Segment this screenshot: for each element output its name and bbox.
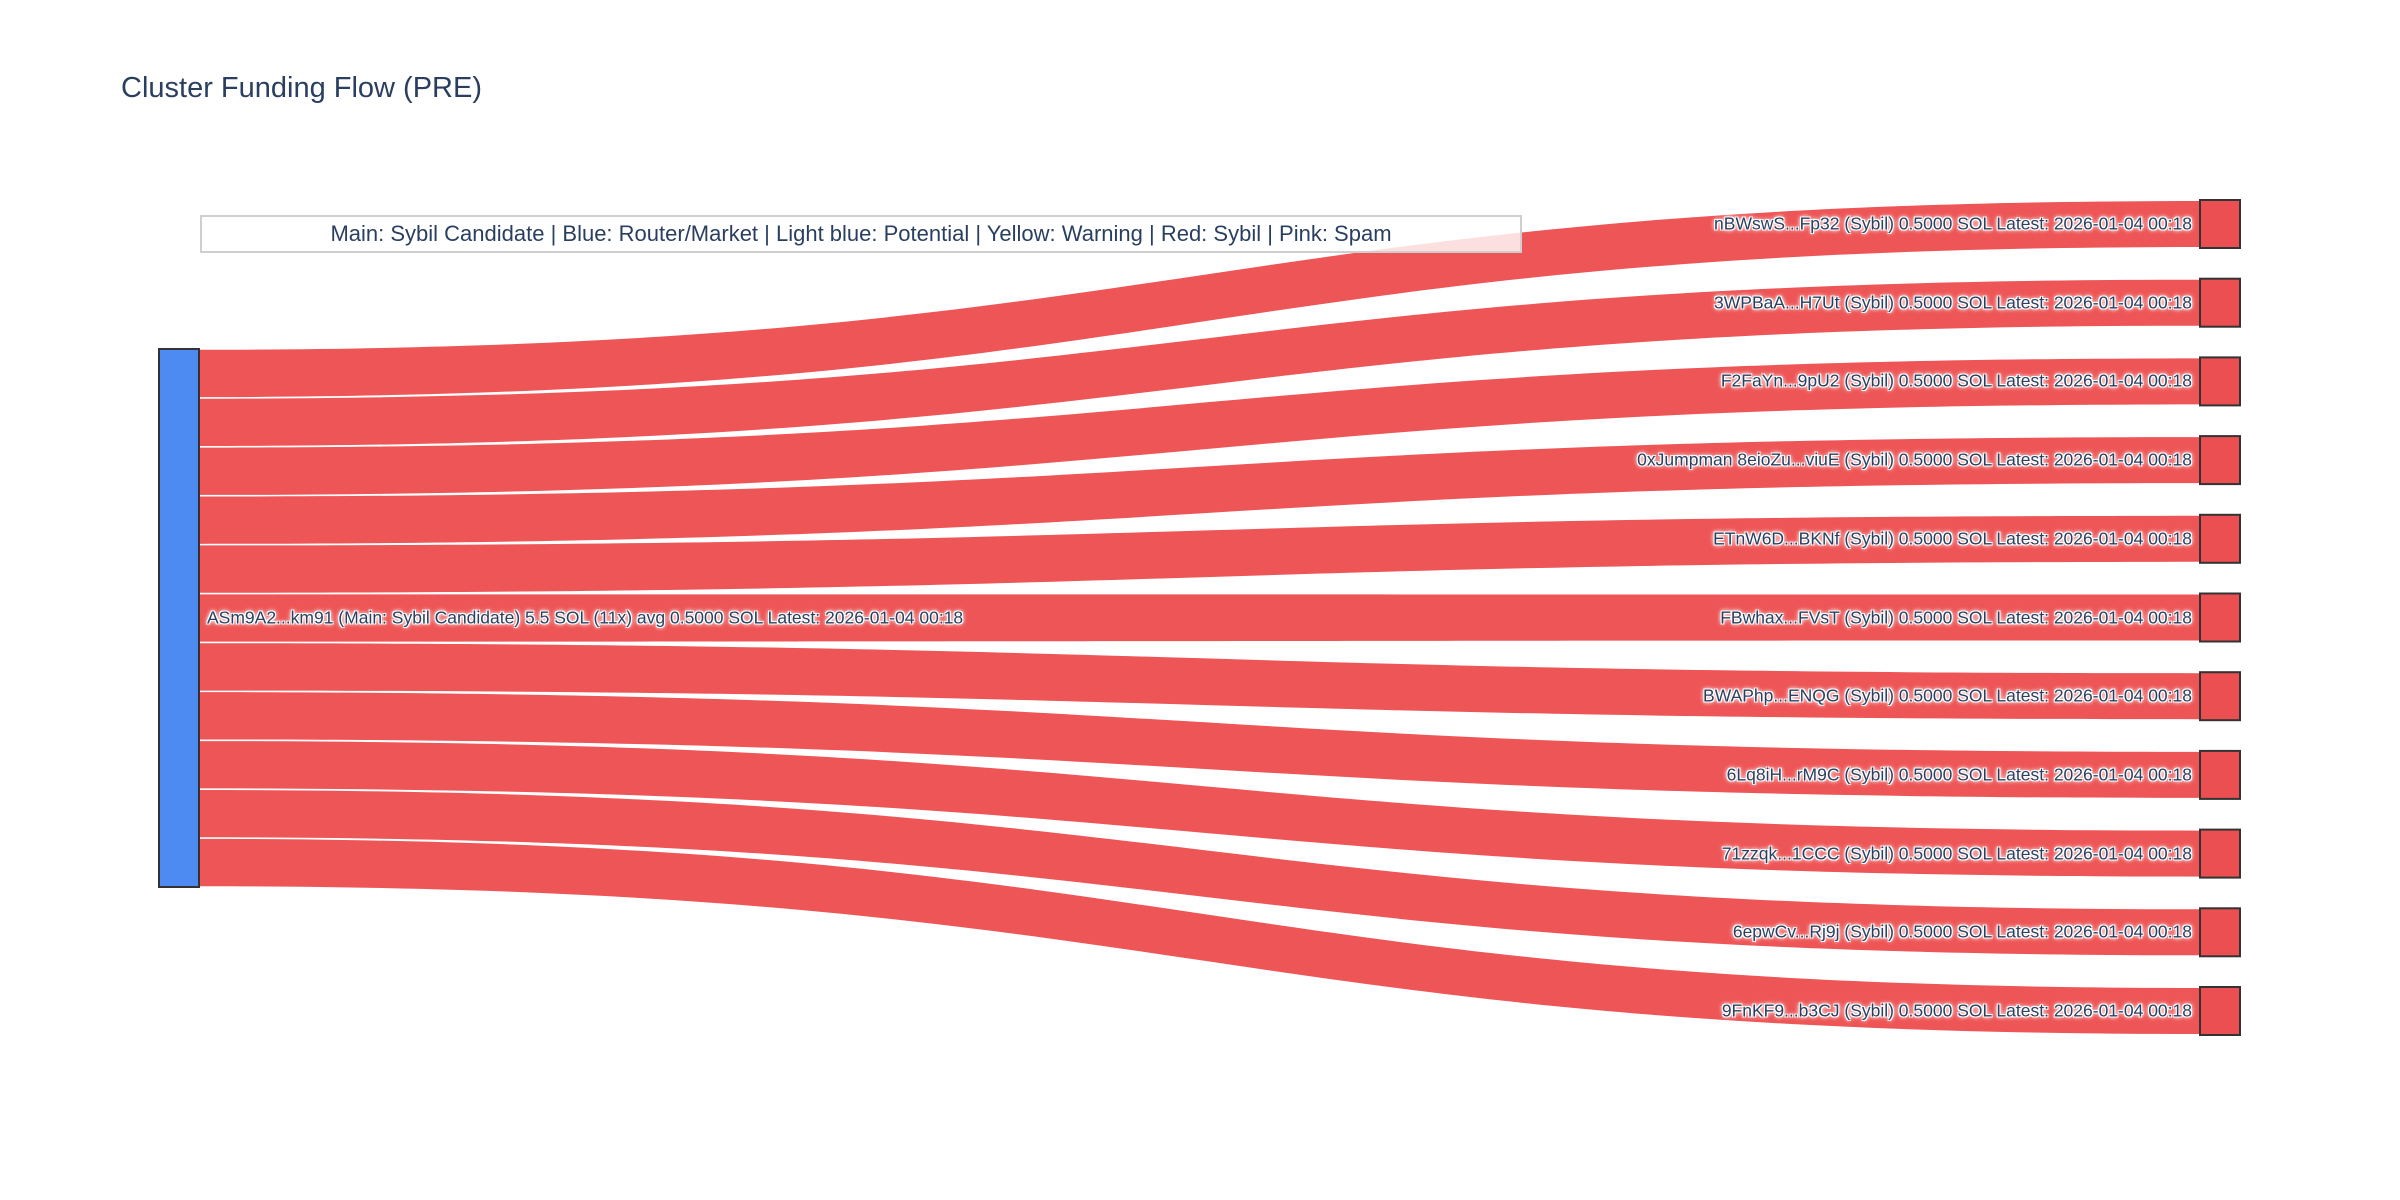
target-node-label-1: 3WPBaA...H7Ut (Sybil) 0.5000 SOL Latest:…	[1714, 292, 2192, 313]
sankey-link[interactable]	[199, 515, 2200, 593]
sankey-link[interactable]	[199, 741, 2200, 877]
sankey-node-target[interactable]	[2199, 986, 2241, 1036]
sankey-node-target[interactable]	[2199, 435, 2241, 486]
target-node-label-6: BWAPhp...ENQG (Sybil) 0.5000 SOL Latest:…	[1703, 685, 2192, 706]
sankey-link[interactable]	[199, 201, 2200, 398]
target-node-label-8: 71zzqk...1CCC (Sybil) 0.5000 SOL Latest:…	[1721, 843, 2192, 864]
target-node-label-4: ETnW6D...BKNf (Sybil) 0.5000 SOL Latest:…	[1713, 528, 2192, 549]
sankey-node-target[interactable]	[2199, 749, 2241, 800]
sankey-node-target[interactable]	[2199, 356, 2241, 407]
target-node-label-10: 9FnKF9...b3CJ (Sybil) 0.5000 SOL Latest:…	[1721, 1000, 2192, 1021]
sankey-link[interactable]	[199, 279, 2200, 447]
target-node-label-3: 0xJumpman 8eioZu...viuE (Sybil) 0.5000 S…	[1637, 449, 2192, 470]
sankey-link[interactable]	[199, 643, 2200, 720]
target-node-label-7: 6Lq8iH...rM9C (Sybil) 0.5000 SOL Latest:…	[1726, 764, 2192, 785]
sankey-node-target[interactable]	[2199, 277, 2241, 328]
sankey-node-target[interactable]	[2199, 592, 2241, 643]
target-node-label-5: FBwhax...FVsT (Sybil) 0.5000 SOL Latest:…	[1720, 607, 2192, 627]
source-node-label: ASm9A2...km91 (Main: Sybil Candidate) 5.…	[207, 607, 964, 628]
sankey-link[interactable]	[199, 358, 2200, 495]
sankey-node-target[interactable]	[2199, 907, 2241, 958]
chart-title: Cluster Funding Flow (PRE)	[121, 72, 482, 104]
target-node-label-2: F2FaYn...9pU2 (Sybil) 0.5000 SOL Latest:…	[1720, 370, 2192, 391]
target-node-label-0: nBWswS...Fp32 (Sybil) 0.5000 SOL Latest:…	[1714, 213, 2192, 234]
legend-box: Main: Sybil Candidate | Blue: Router/Mar…	[200, 215, 1522, 253]
sankey-node-target[interactable]	[2199, 199, 2241, 249]
sankey-link[interactable]	[199, 692, 2200, 798]
sankey-link[interactable]	[199, 789, 2200, 956]
sankey-node-source[interactable]	[158, 348, 200, 888]
sankey-link[interactable]	[199, 838, 2200, 1034]
target-node-label-9: 6epwCv...Rj9j (Sybil) 0.5000 SOL Latest:…	[1732, 921, 2192, 942]
sankey-link[interactable]	[199, 437, 2200, 544]
legend-text: Main: Sybil Candidate | Blue: Router/Mar…	[330, 221, 1392, 246]
sankey-node-target[interactable]	[2199, 828, 2241, 879]
sankey-node-target[interactable]	[2199, 513, 2241, 564]
sankey-link[interactable]	[199, 594, 2200, 642]
sankey-node-target[interactable]	[2199, 671, 2241, 722]
